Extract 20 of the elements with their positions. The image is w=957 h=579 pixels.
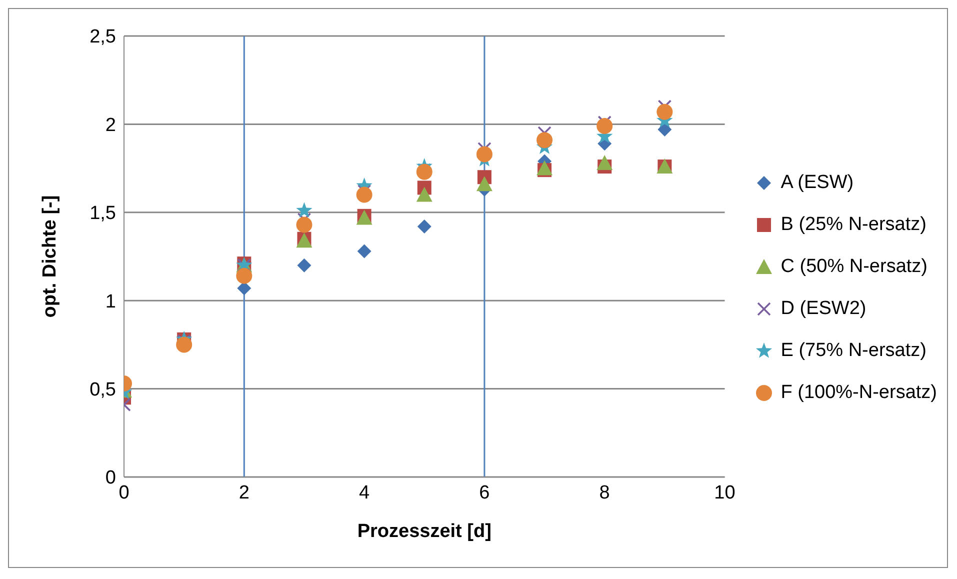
y-tick-label: 0 [105, 468, 116, 489]
x-tick-label: 6 [479, 482, 490, 504]
x-tick-label: 4 [359, 482, 370, 504]
legend-label: C (50% N-ersatz) [780, 256, 928, 278]
legend-label: E (75% N-ersatz) [780, 340, 926, 362]
y-tick-label: 0,5 [90, 380, 116, 401]
x-tick-label: 10 [714, 482, 736, 504]
x-tick-label: 8 [599, 482, 610, 504]
x-tick-label: 2 [238, 482, 250, 504]
y-tick-label: 2 [105, 114, 116, 136]
legend-label: D (ESW2) [780, 298, 866, 320]
legend-label: F (100%-N-ersatz) [780, 382, 937, 404]
y-axis-title: opt. Dichte [-] [40, 195, 61, 318]
legend-label: A (ESW) [780, 172, 854, 194]
legend-label: B (25% N-ersatz) [780, 214, 926, 236]
y-tick-label: 1,5 [90, 203, 116, 224]
y-tick-label: 2,5 [90, 26, 116, 48]
x-tick-label: 0 [118, 482, 130, 504]
x-axis-title: Prozesszeit [d] [357, 521, 492, 542]
y-tick-label: 1 [105, 291, 116, 312]
